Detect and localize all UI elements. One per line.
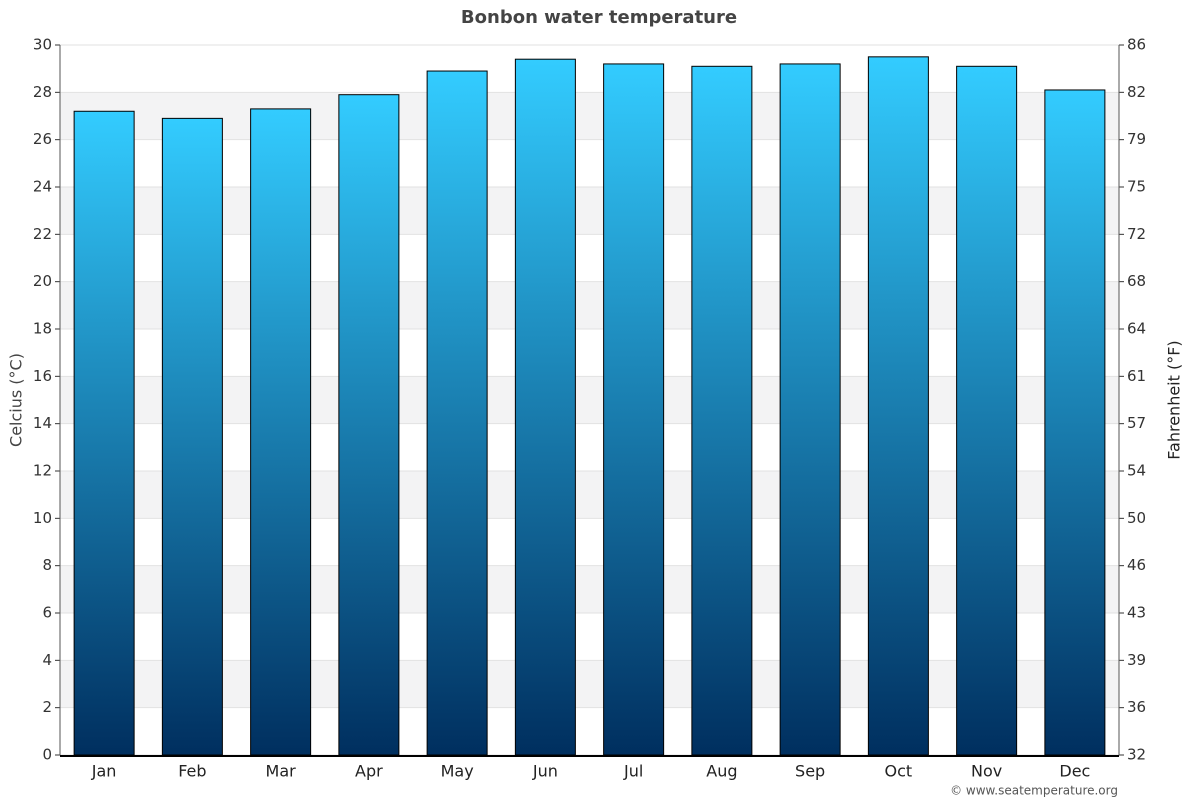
bar: [603, 63, 665, 756]
y2-tick-label: 82: [1127, 83, 1146, 101]
x-tick-label: Sep: [795, 762, 825, 781]
grid-band: [60, 471, 1119, 519]
y-tick-label: 20: [33, 272, 52, 290]
grid-band: [60, 660, 1119, 708]
y-tick-label: 2: [42, 698, 52, 716]
y2-tick-label: 86: [1127, 36, 1146, 54]
bar: [691, 65, 753, 756]
y-tick-label: 24: [33, 178, 52, 196]
y2-tick-label: 39: [1127, 651, 1146, 669]
y2-tick-label: 79: [1127, 130, 1146, 148]
bar: [250, 108, 312, 756]
y2-tick-label: 64: [1127, 320, 1146, 338]
x-tick-label: Apr: [355, 762, 383, 781]
y2-tick-label: 32: [1127, 746, 1146, 764]
grid-band: [60, 187, 1119, 235]
bar: [956, 65, 1018, 756]
grid-band: [60, 92, 1119, 140]
y-tick-label: 14: [33, 414, 52, 432]
bar: [867, 56, 929, 756]
grid-band: [60, 565, 1119, 613]
bar: [514, 58, 576, 756]
y2-axis-label: Fahrenheit (°F): [1165, 340, 1184, 459]
y2-tick-label: 50: [1127, 509, 1146, 527]
x-tick-label: Mar: [266, 762, 297, 781]
x-tick-label: Jan: [91, 762, 117, 781]
y2-tick-label: 75: [1127, 178, 1146, 196]
bar: [426, 70, 488, 756]
y-tick-label: 0: [42, 746, 52, 764]
y-tick-label: 16: [33, 367, 52, 385]
bar: [1044, 89, 1106, 756]
bar: [73, 110, 135, 756]
y2-tick-label: 68: [1127, 272, 1146, 290]
bar: [161, 117, 223, 756]
x-tick-label: Jun: [532, 762, 558, 781]
y2-tick-label: 36: [1127, 698, 1146, 716]
y-tick-label: 18: [33, 320, 52, 338]
y2-tick-label: 61: [1127, 367, 1146, 385]
y-tick-label: 22: [33, 225, 52, 243]
y-tick-label: 8: [42, 556, 52, 574]
y-tick-label: 30: [33, 36, 52, 54]
y-tick-label: 6: [42, 604, 52, 622]
y2-tick-label: 43: [1127, 604, 1146, 622]
source-note: © www.seatemperature.org: [950, 784, 1118, 798]
y-tick-label: 12: [33, 462, 52, 480]
x-tick-label: Feb: [178, 762, 206, 781]
x-tick-label: May: [441, 762, 474, 781]
y-tick-label: 10: [33, 509, 52, 527]
chart-title: Bonbon water temperature: [461, 7, 737, 28]
y2-tick-label: 46: [1127, 556, 1146, 574]
y2-tick-label: 57: [1127, 414, 1146, 432]
x-tick-label: Nov: [971, 762, 1002, 781]
bar: [779, 63, 841, 756]
grid-band: [60, 376, 1119, 424]
y-tick-label: 28: [33, 83, 52, 101]
x-tick-label: Jul: [623, 762, 643, 781]
bar: [338, 94, 400, 756]
x-tick-label: Dec: [1059, 762, 1090, 781]
y2-tick-label: 54: [1127, 462, 1146, 480]
x-tick-label: Aug: [706, 762, 737, 781]
x-tick-label: Oct: [885, 762, 913, 781]
y-axis-label: Celcius (°C): [7, 353, 26, 447]
y-tick-label: 4: [42, 651, 52, 669]
y2-tick-label: 72: [1127, 225, 1146, 243]
y-tick-label: 26: [33, 130, 52, 148]
grid-band: [60, 281, 1119, 329]
